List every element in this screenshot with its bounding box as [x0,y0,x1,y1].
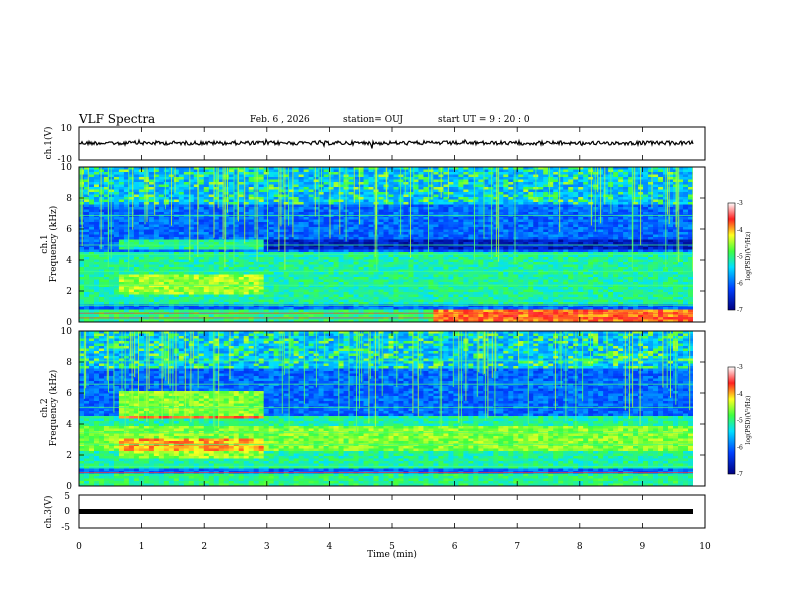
time-tick-label: 1 [139,542,145,552]
ch2-spec-ylabel-line1: ch.2 [40,398,50,417]
ch1-spectrogram-image [79,167,705,323]
ch3-waveform-line [79,509,693,514]
time-tick-label: 10 [699,542,711,552]
ch3-ytick-top: 5 [64,492,70,502]
time-tick-label: 3 [264,542,270,552]
time-tick-label: 6 [452,542,458,552]
ch2-colorbar [727,366,736,475]
ch1-colorbar [727,202,736,311]
time-tick-label: 2 [201,542,207,552]
spec2-ytick-label: 2 [66,451,72,461]
spec1-ytick-label: 2 [66,287,72,297]
start-time-label: start UT = 9 : 20 : 0 [438,115,530,125]
time-axis-label: Time (min) [367,549,417,560]
colorbar1-tick-label: -5 [737,254,743,261]
spec1-ytick-label: 8 [66,194,72,204]
time-tick-label: 9 [640,542,646,552]
colorbar2-tick-label: -6 [737,444,743,451]
ch1-waveform-line [78,137,694,149]
colorbar2-tick-label: -7 [737,471,743,478]
colorbar2-tick-label: -3 [737,364,743,371]
colorbar1-tick-label: -6 [737,280,743,287]
ch1-ylabel: ch.1(V) [43,127,54,160]
time-tick-label: 7 [514,542,520,552]
ch2-spectrogram-image [79,331,705,487]
colorbar1-tick-label: -3 [737,200,743,207]
ch1-ytick-top: 10 [61,124,73,134]
time-axis: 0 1 2 3 4 5 6 7 8 9 10 [76,127,711,552]
spec2-ytick-label: 4 [66,420,72,430]
spec1-ytick-label: 0 [66,318,72,328]
time-tick-label: 5 [389,542,395,552]
chart-title: VLF Spectra [79,112,156,126]
ch1-ytick-bottom: -10 [58,155,73,165]
ch2-colorbar-label: log(PSD)(V²/Hz) [745,396,752,445]
spec2-ytick-label: 8 [66,358,72,368]
spec2-ytick-label: 10 [61,327,73,337]
date-label: Feb. 6 , 2026 [250,115,310,125]
spec1-ytick-label: 4 [66,256,72,266]
colorbar2-tick-label: -5 [737,418,743,425]
ch3-ylabel: ch.3(V) [43,496,54,529]
ch1-spec-ylabel-line2: Frequency (kHz) [48,206,59,283]
spec1-ytick-label: 10 [61,163,73,173]
time-tick-label: 0 [76,542,82,552]
spec2-ytick-label: 0 [66,482,72,492]
ch3-waveform-panel: 5 0 -5 ch.3(V) [43,492,706,533]
station-label: station= OUJ [343,115,404,125]
ch3-ytick-bottom: -5 [61,523,70,533]
ch2-spec-ylabel-line2: Frequency (kHz) [48,370,59,447]
ch1-colorbar-label: log(PSD)(V²/Hz) [745,232,752,281]
colorbar2-tick-label: -4 [737,391,743,398]
ch3-ytick-mid: 0 [64,507,70,517]
ch1-waveform-panel: 10 -10 ch.1(V) [43,124,706,165]
time-tick-label: 4 [327,542,333,552]
spec2-ytick-label: 6 [66,389,72,399]
colorbar1-tick-label: -4 [737,227,743,234]
colorbar1-tick-label: -7 [737,307,743,314]
ch1-spec-ylabel-line1: ch.1 [40,234,50,253]
spec1-ytick-label: 6 [66,225,72,235]
time-tick-label: 8 [577,542,583,552]
